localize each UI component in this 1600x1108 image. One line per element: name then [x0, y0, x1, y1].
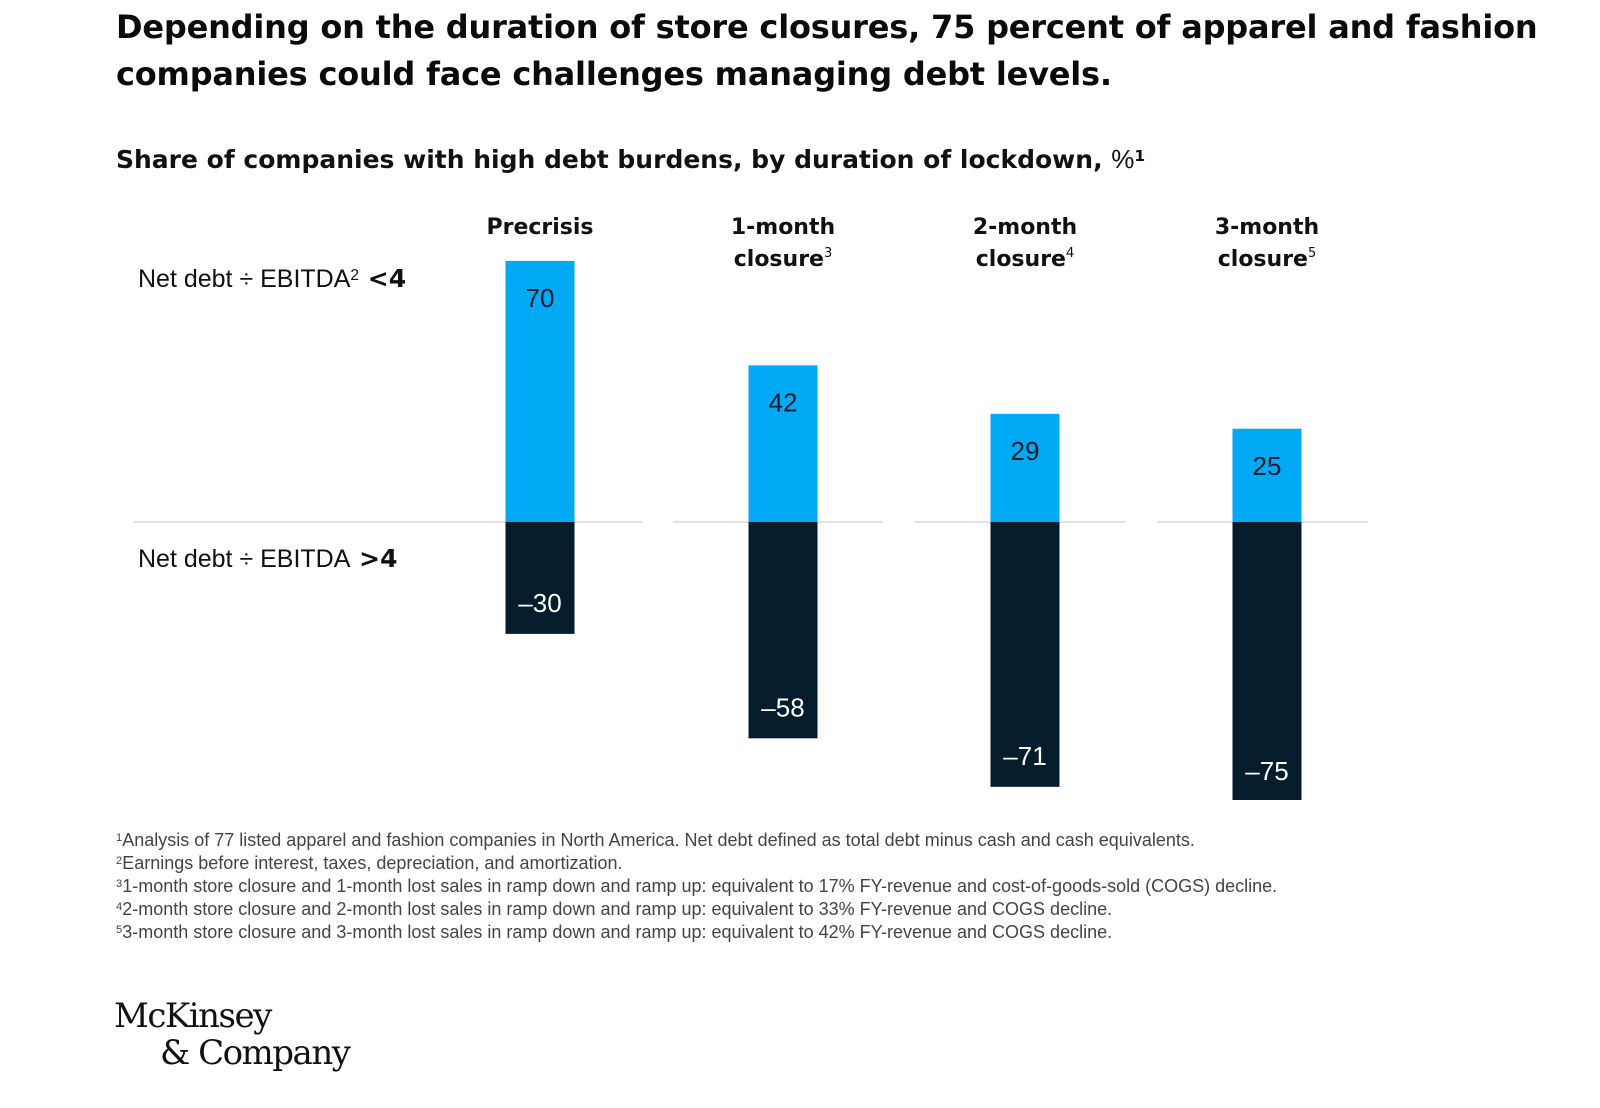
headline: Depending on the duration of store closu… — [116, 8, 1538, 93]
footnote-4-mark: 4 — [116, 900, 123, 913]
logo-line-1: McKinsey — [114, 996, 272, 1036]
bar-low-debt-3 — [990, 413, 1060, 522]
footnote-4-text: 2-month store closure and 2-month lost s… — [122, 899, 1113, 919]
category-label-2: 1-month closure3 — [731, 215, 835, 272]
footnote-3: 31-month store closure and 1-month lost … — [116, 875, 1556, 898]
footnote-3-mark: 3 — [116, 877, 123, 890]
footnote-5: 53-month store closure and 3-month lost … — [116, 921, 1556, 944]
row-label-high-debt-text: Net debt ÷ EBITDA — [138, 545, 351, 573]
row-label-low-debt-text: Net debt ÷ EBITDA — [138, 265, 351, 293]
mckinsey-logo: McKinsey & Company — [114, 996, 351, 1073]
footnote-1-text: Analysis of 77 listed apparel and fashio… — [122, 830, 1195, 850]
footnote-2: 2Earnings before interest, taxes, deprec… — [116, 852, 1556, 875]
bar-chart: 70 –30 42 –58 29 –71 25 –75 Precrisis 1-month clo… — [134, 215, 1368, 800]
footnote-1: 1Analysis of 77 listed apparel and fashi… — [116, 829, 1556, 852]
logo-line-2: & Company — [160, 1033, 351, 1073]
value-label-high-debt-3: –71 — [1003, 741, 1046, 771]
bar-high-debt-3 — [990, 522, 1060, 787]
chart-category-labels: Precrisis 1-month closure3 2-month closure4 3… — [486, 215, 1319, 272]
footnotes: 1Analysis of 77 listed apparel and fashi… — [116, 829, 1556, 944]
row-label-low-debt: Net debt ÷ EBITDA2 <4 — [138, 264, 406, 294]
footnote-4: 42-month store closure and 2-month lost … — [116, 898, 1556, 921]
footnote-2-text: Earnings before interest, taxes, depreci… — [122, 853, 623, 873]
value-label-high-debt-1: –30 — [518, 588, 561, 618]
row-label-low-debt-threshold: <4 — [359, 264, 407, 293]
value-label-low-debt-2: 42 — [769, 387, 798, 417]
footnote-5-text: 3-month store closure and 3-month lost s… — [122, 922, 1113, 942]
category-label-1: Precrisis — [486, 215, 593, 240]
chart-subtitle-text: Share of companies with high debt burden… — [116, 145, 1112, 174]
bar-low-debt-4 — [1232, 428, 1302, 522]
footnote-marker-1: 1 — [1134, 147, 1146, 166]
value-label-low-debt-3: 29 — [1011, 436, 1040, 466]
value-label-high-debt-2: –58 — [761, 692, 804, 722]
chart-value-labels: 70 –30 42 –58 29 –71 25 –75 — [518, 283, 1288, 786]
row-label-high-debt-threshold: >4 — [350, 544, 398, 573]
footnote-2-mark: 2 — [116, 854, 123, 867]
value-label-high-debt-4: –75 — [1245, 756, 1288, 786]
chart-subtitle: Share of companies with high debt burden… — [116, 143, 1145, 176]
bar-low-debt-2 — [748, 365, 818, 522]
row-label-high-debt: Net debt ÷ EBITDA >4 — [138, 544, 397, 574]
bar-high-debt-2 — [748, 522, 818, 739]
chart-unit: % — [1111, 144, 1135, 174]
value-label-low-debt-1: 70 — [526, 283, 555, 313]
bar-low-debt-1 — [505, 260, 575, 522]
bar-high-debt-1 — [505, 522, 575, 634]
chart-bars — [505, 260, 1302, 800]
footnote-3-text: 1-month store closure and 1-month lost s… — [122, 876, 1278, 896]
footnote-1-mark: 1 — [116, 831, 123, 844]
value-label-low-debt-4: 25 — [1253, 451, 1282, 481]
category-label-4: 3-month closure5 — [1215, 215, 1319, 272]
bar-high-debt-4 — [1232, 522, 1302, 800]
footnote-5-mark: 5 — [116, 923, 123, 936]
category-label-3: 2-month closure4 — [973, 215, 1077, 272]
footnote-marker-2: 2 — [350, 267, 360, 285]
